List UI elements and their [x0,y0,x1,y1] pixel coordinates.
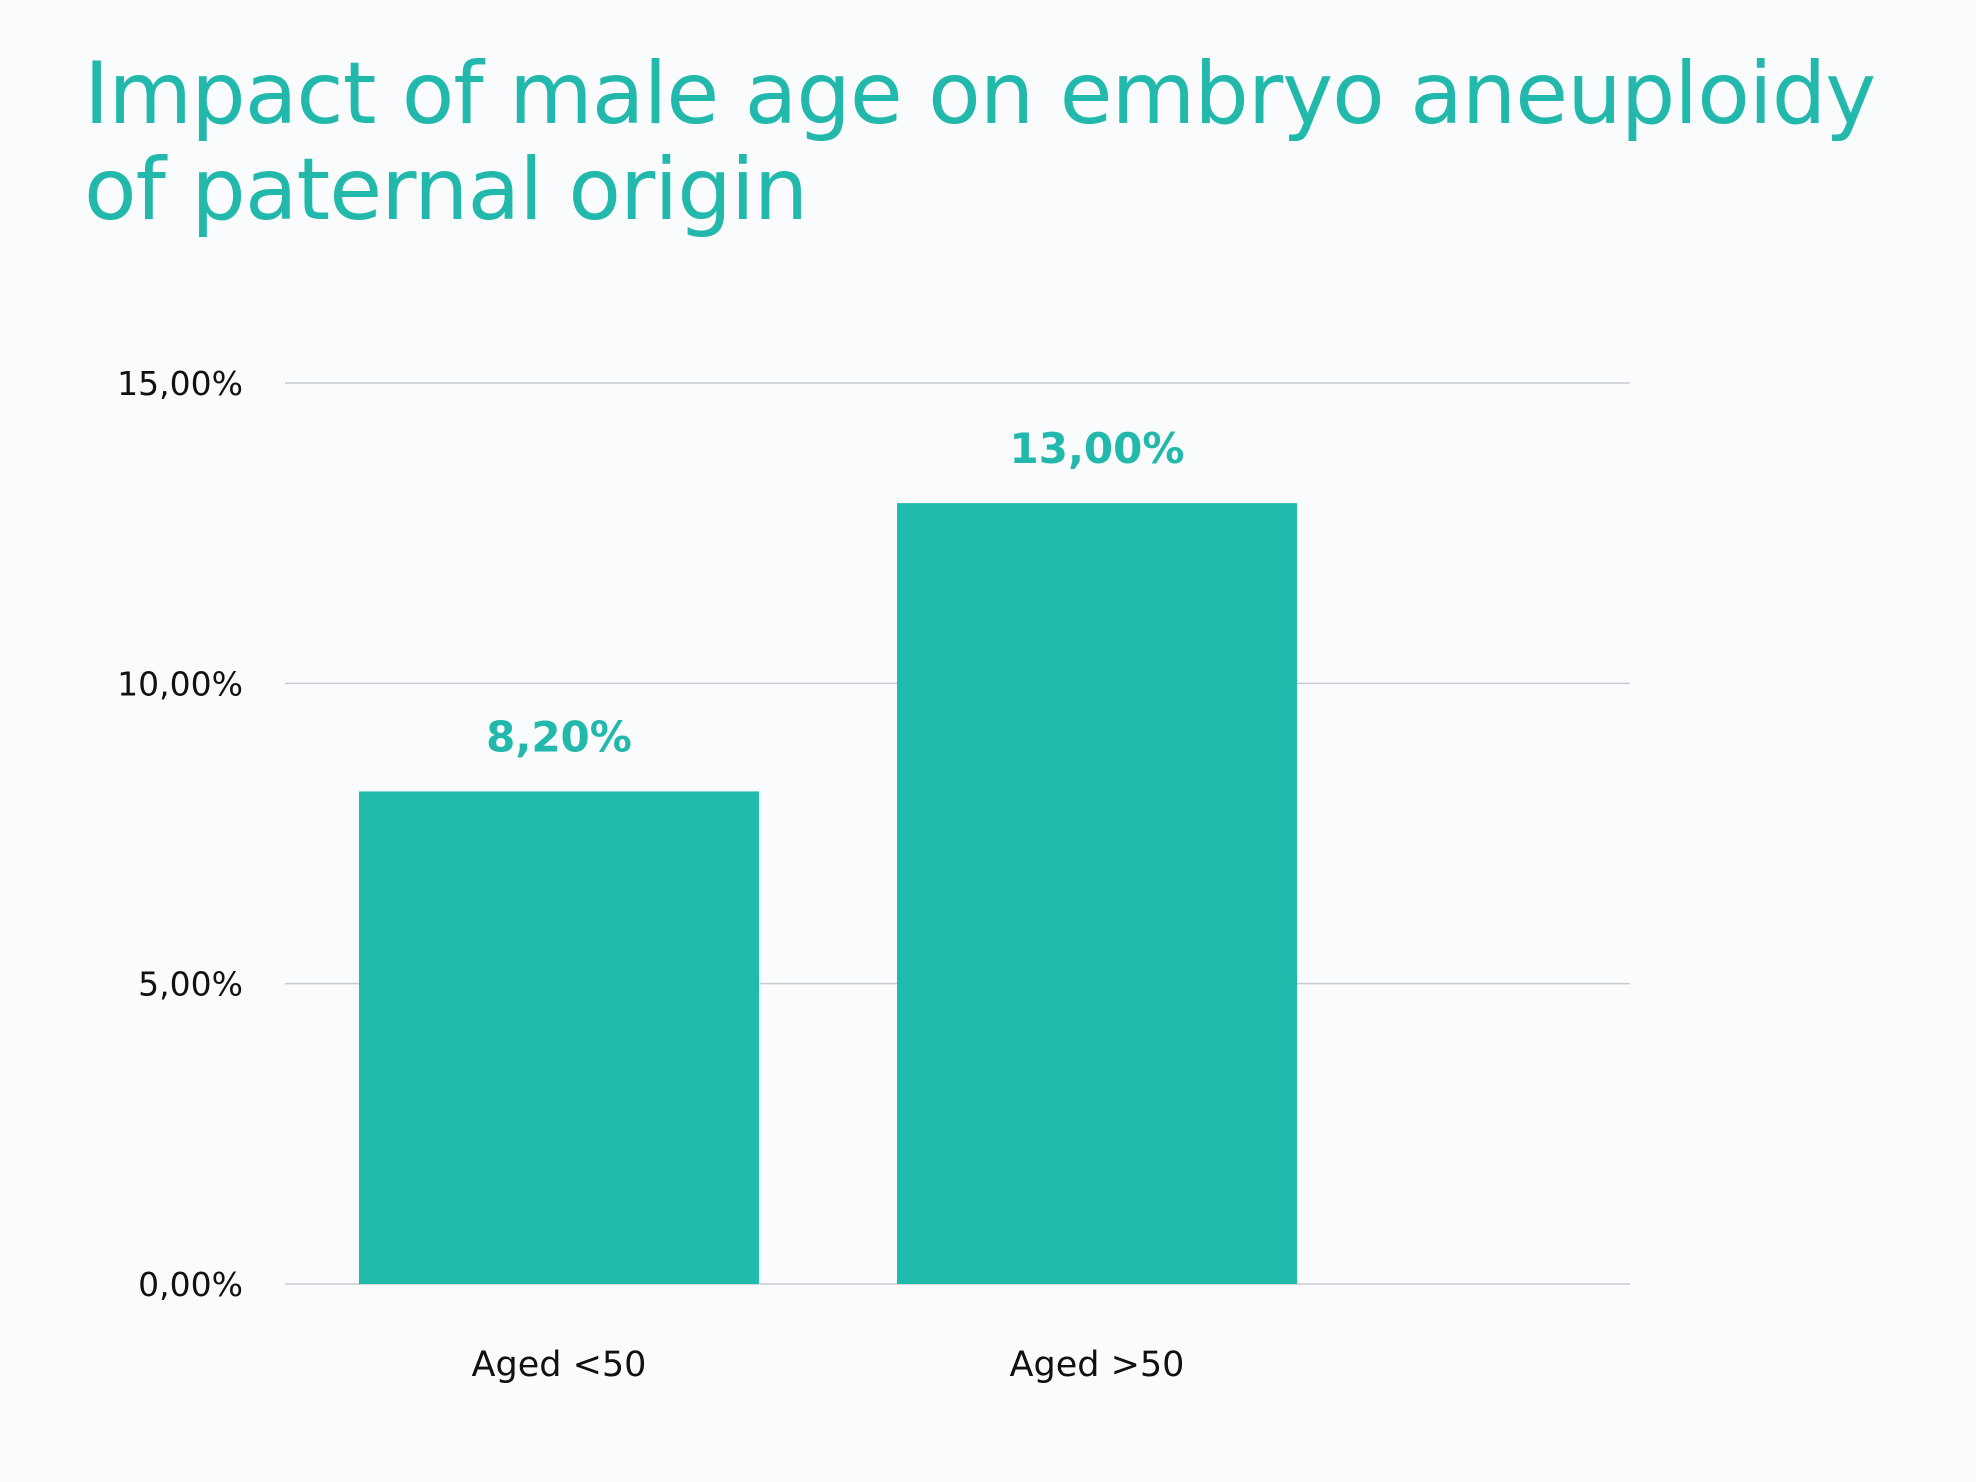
y-tick-label: 0,00% [138,1265,243,1304]
bar [897,503,1297,1285]
data-label: 13,00% [1010,424,1185,473]
data-label: 8,20% [486,712,632,761]
chart-title: Impact of male age on embryo aneuploidy … [84,46,1944,238]
bars [359,503,1297,1285]
x-axis-tick-labels: Aged <50 Aged >50 [472,1345,1185,1385]
y-tick-label: 15,00% [117,364,243,403]
y-tick-label: 10,00% [117,664,243,703]
chart-title-line-1: Impact of male age on embryo aneuploidy [84,44,1876,144]
y-axis-tick-labels: 0,00% 5,00% 10,00% 15,00% [117,364,243,1304]
y-tick-label: 5,00% [138,965,243,1004]
data-labels: 8,20% 13,00% [486,424,1184,761]
x-tick-label: Aged >50 [1010,1345,1185,1385]
chart-title-line-2: of paternal origin [84,140,808,240]
bar [359,791,759,1284]
x-tick-label: Aged <50 [472,1345,647,1385]
